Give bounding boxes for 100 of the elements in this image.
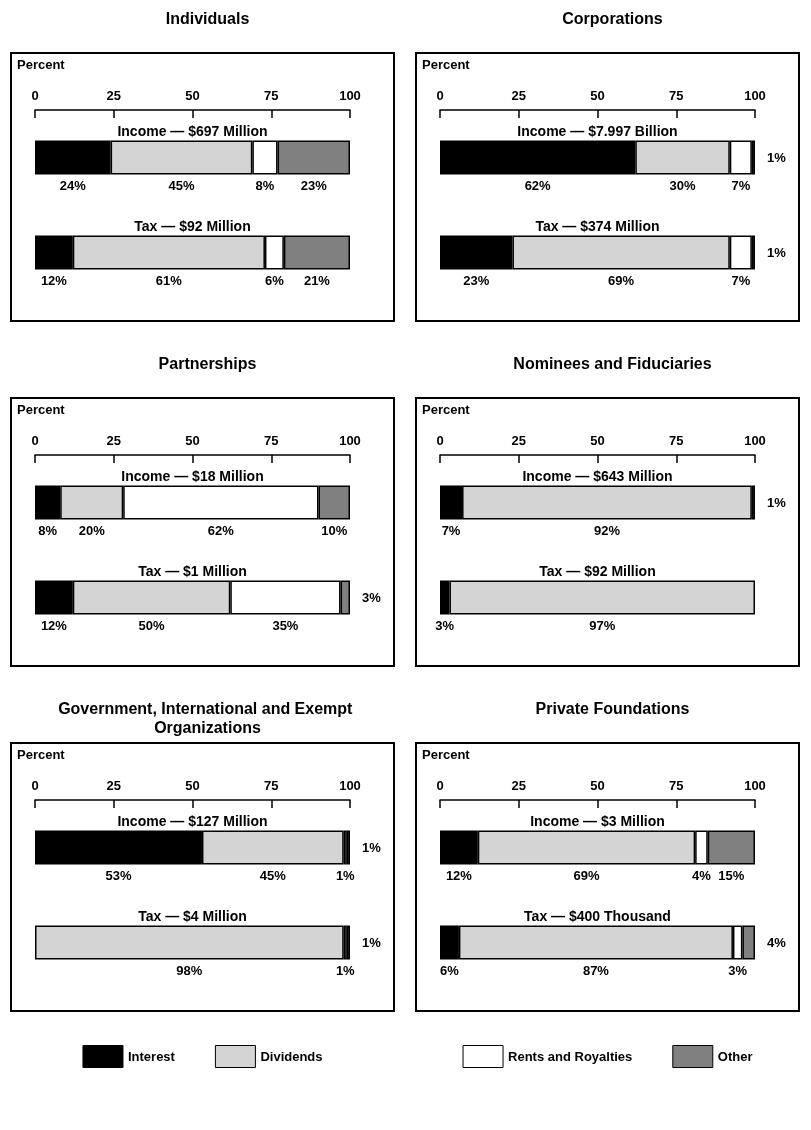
y-tick-label: Income — $7.997 Billion <box>517 122 678 139</box>
data-label: 53% <box>105 867 132 883</box>
x-tick-label: 75 <box>669 778 684 793</box>
x-axis-title: Percent <box>422 57 471 72</box>
data-label: 3% <box>435 617 455 633</box>
data-label: 35% <box>272 617 299 633</box>
data-label: 98% <box>176 962 203 978</box>
x-tick-label: 25 <box>511 433 526 448</box>
data-label: 45% <box>259 867 287 883</box>
data-label: 3% <box>728 962 748 978</box>
y-tick-label: Tax — $4 Million <box>138 907 247 924</box>
x-tick-label: 25 <box>511 88 526 103</box>
x-tick-label: 0 <box>436 433 444 448</box>
data-label: 1% <box>767 495 787 510</box>
legend-label: Rents and Royalties <box>508 1049 633 1064</box>
x-axis-title: Percent <box>422 402 471 417</box>
x-axis-title: Percent <box>422 747 471 762</box>
x-tick-label: 100 <box>339 433 361 448</box>
data-label: 12% <box>40 272 68 288</box>
data-label: 12% <box>40 617 68 633</box>
x-tick-label: 50 <box>590 778 605 793</box>
x-tick-label: 50 <box>590 88 605 103</box>
data-label: 24% <box>59 177 87 193</box>
data-label: 7% <box>441 522 461 538</box>
legend-label: Interest <box>127 1049 176 1064</box>
data-label: 69% <box>608 272 635 288</box>
x-tick-label: 25 <box>106 433 121 448</box>
data-label: 20% <box>78 522 106 538</box>
x-tick-label: 25 <box>106 88 121 103</box>
x-axis-title: Percent <box>17 57 66 72</box>
data-label: 8% <box>255 177 275 193</box>
x-tick-label: 75 <box>264 433 279 448</box>
y-tick-label: Tax — $374 Million <box>535 217 660 234</box>
data-label: 1% <box>335 962 356 978</box>
data-label: 23% <box>300 177 328 193</box>
data-label: 45% <box>168 177 195 193</box>
x-tick-label: 50 <box>185 88 200 103</box>
data-label: 7% <box>731 272 751 288</box>
y-tick-label: Tax — $1 Million <box>138 562 247 579</box>
data-label: 15% <box>718 867 745 883</box>
x-tick-label: 75 <box>264 88 279 103</box>
data-label: 12% <box>445 867 473 883</box>
chart-title: Corporations <box>562 10 663 27</box>
data-label: 10% <box>321 522 348 538</box>
x-tick-label: 75 <box>669 433 684 448</box>
data-label: 61% <box>155 272 183 288</box>
data-label: 7% <box>731 177 751 193</box>
data-label: 4% <box>692 867 712 883</box>
y-tick-label: Income — $3 Million <box>530 812 665 829</box>
data-label: 4% <box>767 935 787 950</box>
data-label: 30% <box>669 177 696 193</box>
legend-label: Other <box>717 1049 753 1064</box>
data-label: 1% <box>335 867 356 883</box>
x-tick-label: 100 <box>744 778 766 793</box>
data-label: 3% <box>362 590 382 605</box>
x-tick-label: 0 <box>31 88 39 103</box>
bar <box>35 925 344 960</box>
y-tick-label: Tax — $92 Million <box>134 217 251 234</box>
x-tick-label: 100 <box>744 433 766 448</box>
chart-title: Private Foundations <box>535 700 690 717</box>
y-tick-label: Tax — $400 Thousand <box>524 907 671 924</box>
data-label: 1% <box>767 150 787 165</box>
x-tick-label: 75 <box>264 778 279 793</box>
data-label: 97% <box>589 617 616 633</box>
x-axis-title: Percent <box>17 747 66 762</box>
chart-title: Government, International and Exempt Organizations <box>58 700 357 736</box>
data-label: 50% <box>138 617 165 633</box>
data-label: 69% <box>573 867 600 883</box>
x-tick-label: 50 <box>185 433 200 448</box>
data-label: 23% <box>463 272 490 288</box>
data-label: 87% <box>582 962 610 978</box>
x-tick-label: 100 <box>744 88 766 103</box>
data-label: 1% <box>362 935 382 950</box>
data-label: 8% <box>38 522 58 538</box>
x-tick-label: 0 <box>31 778 39 793</box>
x-tick-label: 50 <box>185 778 200 793</box>
chart-title: Partnerships <box>158 355 257 372</box>
y-tick-label: Income — $127 Million <box>117 812 268 829</box>
y-tick-label: Tax — $92 Million <box>539 562 656 579</box>
data-label: 6% <box>440 962 460 978</box>
chart-title: Nominees and Fiduciaries <box>513 355 712 372</box>
x-axis-title: Percent <box>17 402 66 417</box>
x-tick-label: 100 <box>339 778 361 793</box>
chart-title: Individuals <box>165 10 250 27</box>
x-tick-label: 0 <box>436 88 444 103</box>
x-tick-label: 25 <box>106 778 121 793</box>
data-label: 62% <box>207 522 235 538</box>
data-label: 1% <box>767 245 787 260</box>
x-tick-label: 75 <box>669 88 684 103</box>
data-label: 1% <box>362 840 382 855</box>
legend-label: Dividends <box>260 1049 323 1064</box>
y-tick-label: Income — $18 Million <box>121 467 264 484</box>
y-tick-label: Income — $643 Million <box>522 467 673 484</box>
x-tick-label: 50 <box>590 433 605 448</box>
x-tick-label: 100 <box>339 88 361 103</box>
data-label: 6% <box>265 272 285 288</box>
x-tick-label: 0 <box>436 778 444 793</box>
x-tick-label: 0 <box>31 433 39 448</box>
data-label: 92% <box>593 522 621 538</box>
data-label: 62% <box>524 177 552 193</box>
